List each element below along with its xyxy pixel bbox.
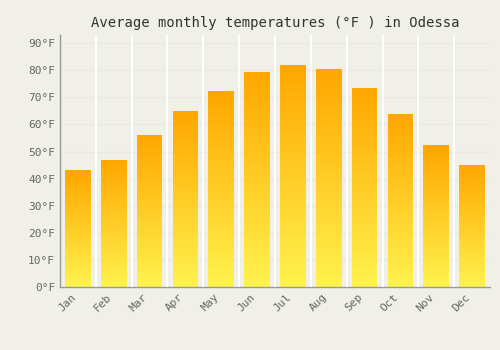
Title: Average monthly temperatures (°F ) in Odessa: Average monthly temperatures (°F ) in Od… <box>91 16 459 30</box>
